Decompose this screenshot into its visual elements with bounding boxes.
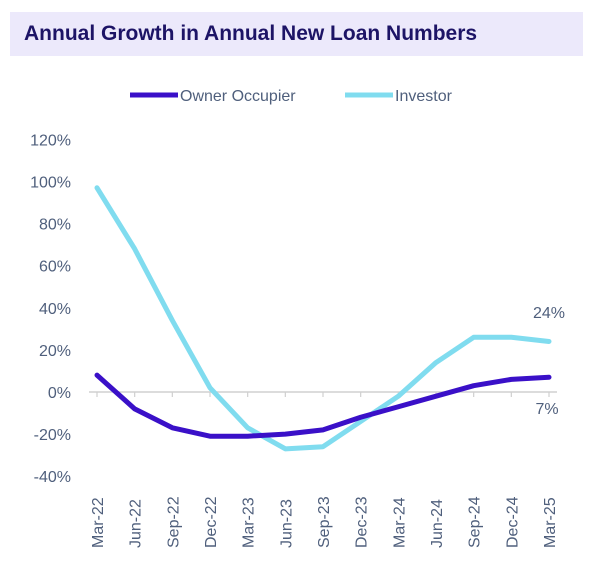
y-tick-label: 60% xyxy=(39,259,71,276)
x-tick-label: Dec-24 xyxy=(504,496,521,548)
y-tick-label: 100% xyxy=(30,175,71,192)
x-tick-label: Mar-23 xyxy=(241,497,258,548)
y-tick-label: 0% xyxy=(48,385,71,402)
x-tick-label: Jun-22 xyxy=(128,499,145,548)
x-tick-label: Jun-23 xyxy=(278,499,295,548)
x-tick-label: Sep-23 xyxy=(316,496,333,548)
y-tick-label: 40% xyxy=(39,301,71,318)
x-tick-label: Sep-22 xyxy=(165,496,182,548)
x-tick-label: Jun-24 xyxy=(429,499,446,548)
legend-label: Owner Occupier xyxy=(180,88,296,105)
x-tick-label: Mar-22 xyxy=(90,497,107,548)
x-tick-label: Mar-25 xyxy=(542,497,559,548)
data-label-owner-occupier: 7% xyxy=(535,401,558,418)
y-tick-label: -20% xyxy=(34,427,71,444)
data-label-investor: 24% xyxy=(533,305,565,322)
x-tick-label: Dec-22 xyxy=(203,496,220,548)
y-tick-label: 20% xyxy=(39,343,71,360)
x-tick-label: Mar-24 xyxy=(391,497,408,548)
series-line-investor xyxy=(94,185,552,452)
x-tick-label: Sep-24 xyxy=(467,496,484,548)
x-tick-label: Dec-23 xyxy=(354,496,371,548)
y-tick-label: 80% xyxy=(39,217,71,234)
chart-title: Annual Growth in Annual New Loan Numbers xyxy=(10,12,583,56)
legend-label: Investor xyxy=(395,88,453,105)
series-line-owner-occupier xyxy=(94,372,552,439)
y-tick-label: -40% xyxy=(34,469,71,486)
y-tick-label: 120% xyxy=(30,132,71,149)
